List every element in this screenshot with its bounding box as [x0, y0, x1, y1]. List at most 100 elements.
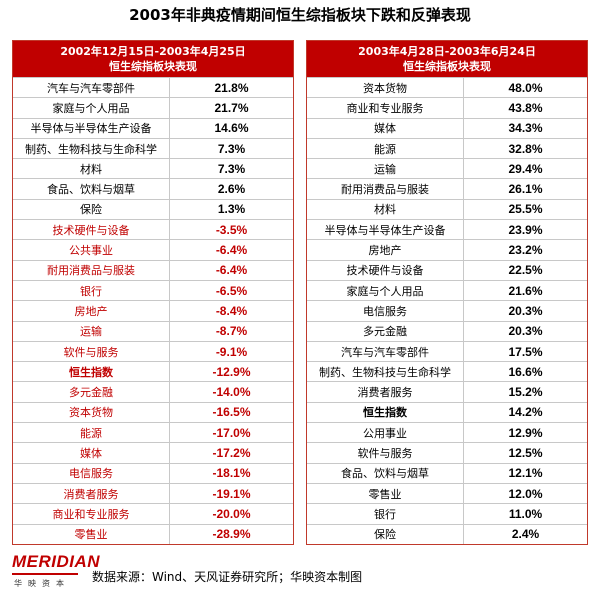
table-row: 汽车与汽车零部件 17.5% [307, 340, 587, 362]
table-row: 能源 -17.0% [13, 422, 293, 443]
sector-name: 能源 [13, 423, 170, 443]
sector-name: 房地产 [307, 240, 464, 260]
sector-value: 2.6% [217, 182, 246, 197]
sector-name: 运输 [307, 159, 464, 179]
sector-name: 半导体与半导体生产设备 [307, 220, 464, 240]
sector-name: 消费者服务 [307, 382, 464, 402]
table-row: 家庭与个人用品 21.7% [13, 97, 293, 118]
sector-name: 银行 [13, 280, 170, 301]
sector-value: -6.5% [215, 283, 248, 298]
sector-name: 银行 [307, 504, 464, 524]
header-line: 恒生综指板块表现 [403, 60, 491, 73]
table-row: 零售业 12.0% [307, 482, 587, 504]
sector-name: 消费者服务 [13, 483, 170, 504]
sector-value: 7.3% [217, 141, 246, 156]
sector-value: 12.0% [508, 486, 543, 501]
sector-name: 零售业 [307, 483, 464, 504]
table-row: 保险 2.4% [307, 523, 587, 544]
table-row: 半导体与半导体生产设备 14.6% [13, 117, 293, 138]
sector-name: 汽车与汽车零部件 [13, 78, 170, 98]
sector-value: 26.1% [508, 182, 543, 197]
table-row: 技术硬件与设备 -3.5% [13, 219, 293, 240]
sector-name: 多元金融 [307, 321, 464, 341]
sector-name: 恒生指数 [13, 362, 170, 382]
sector-name: 保险 [307, 524, 464, 544]
table-row: 房地产 23.2% [307, 239, 587, 260]
table-row: 资本货物 48.0% [307, 77, 587, 98]
table-row: 食品、饮料与烟草 12.1% [307, 462, 587, 483]
table-row: 软件与服务 -9.1% [13, 340, 293, 362]
sector-value: 12.9% [508, 425, 543, 440]
table-row: 运输 -8.7% [13, 320, 293, 341]
sector-value: -3.5% [215, 222, 248, 237]
sector-name: 家庭与个人用品 [13, 98, 170, 118]
sector-name: 食品、饮料与烟草 [307, 463, 464, 483]
table-row: 资本货物 -16.5% [13, 401, 293, 423]
sector-value: -12.9% [212, 364, 251, 379]
sector-value: -6.4% [215, 263, 248, 278]
title: 2003年非典疫情期间恒生综指板块下跌和反弹表现 [129, 6, 471, 24]
sector-value: 14.2% [508, 405, 543, 420]
sector-value: -8.7% [215, 324, 248, 339]
table: 2002年12月15日-2003年4月25日 恒生综指板块表现 汽车与汽车零部件 21… [12, 40, 294, 545]
table: 2003年4月28日-2003年6月24日 恒生综指板块表现资本货物 48.0% 商业… [306, 40, 588, 545]
table-row: 多元金融 20.3% [307, 320, 587, 341]
table-row: 公共事业 -6.4% [13, 239, 293, 260]
source: 数据来源：Wind、天风证券研究所；华映资本制图 [92, 570, 363, 584]
sector-name: 制药、生物科技与生命科学 [13, 138, 170, 159]
table-row: 媒体 34.3% [307, 117, 587, 138]
table-row: 技术硬件与设备 22.5% [307, 259, 587, 280]
sector-value: 12.5% [508, 445, 543, 460]
sector-value: 23.2% [508, 243, 543, 258]
header-line: 2003年4月28日-2003年6月24日 [358, 45, 536, 58]
sector-value: 23.9% [508, 222, 543, 237]
sector-value: -14.0% [212, 385, 251, 400]
table-row: 公用事业 12.9% [307, 422, 587, 443]
table-row: 能源 32.8% [307, 137, 587, 159]
table-row: 消费者服务 15.2% [307, 381, 587, 402]
sector-name: 房地产 [13, 301, 170, 321]
logo-line [12, 573, 78, 575]
sector-name: 半导体与半导体生产设备 [13, 118, 170, 138]
table-row: 运输 29.4% [307, 158, 587, 179]
sector-name: 运输 [13, 321, 170, 341]
sector-name: 材料 [307, 199, 464, 220]
table-row: 食品、饮料与烟草 2.6% [13, 178, 293, 199]
sector-value: 15.2% [508, 385, 543, 400]
table-row: 零售业 -28.9% [13, 523, 293, 544]
table-row: 电信服务 20.3% [307, 300, 587, 321]
sector-name: 食品、饮料与烟草 [13, 179, 170, 199]
sector-name: 技术硬件与设备 [13, 220, 170, 240]
table-row: 恒生指数 14.2% [307, 401, 587, 423]
table-row: 耐用消费品与服装 26.1% [307, 178, 587, 199]
sector-value: 21.8% [214, 80, 249, 95]
table-row: 保险 1.3% [13, 198, 293, 220]
sector-value: -19.1% [212, 486, 251, 501]
table-row: 汽车与汽车零部件 21.8% [13, 77, 293, 98]
table-row: 商业和专业服务 -20.0% [13, 503, 293, 524]
sector-value: 17.5% [508, 344, 543, 359]
table-row: 材料 25.5% [307, 198, 587, 220]
sector-name: 公共事业 [13, 240, 170, 260]
sector-name: 零售业 [13, 524, 170, 544]
sector-value: 48.0% [508, 80, 543, 95]
sector-value: -16.5% [212, 405, 251, 420]
sector-name: 家庭与个人用品 [307, 280, 464, 301]
sector-name: 公用事业 [307, 423, 464, 443]
sector-value: 20.3% [508, 324, 543, 339]
sector-value: 7.3% [217, 161, 246, 176]
table-row: 商业和专业服务 43.8% [307, 97, 587, 118]
sector-value: -8.4% [215, 303, 248, 318]
table-header: 2002年12月15日-2003年4月25日 恒生综指板块表现 [13, 41, 293, 77]
sector-value: 16.6% [508, 364, 543, 379]
sector-name: 恒生指数 [307, 402, 464, 423]
sector-value: 21.7% [214, 100, 249, 115]
sector-value: 21.6% [508, 283, 543, 298]
sector-name: 保险 [13, 199, 170, 220]
sector-name: 资本货物 [13, 402, 170, 423]
sector-value: -28.9% [212, 527, 251, 542]
sector-value: -17.2% [212, 445, 251, 460]
sector-name: 耐用消费品与服装 [307, 179, 464, 199]
table-row: 耐用消费品与服装 -6.4% [13, 259, 293, 280]
